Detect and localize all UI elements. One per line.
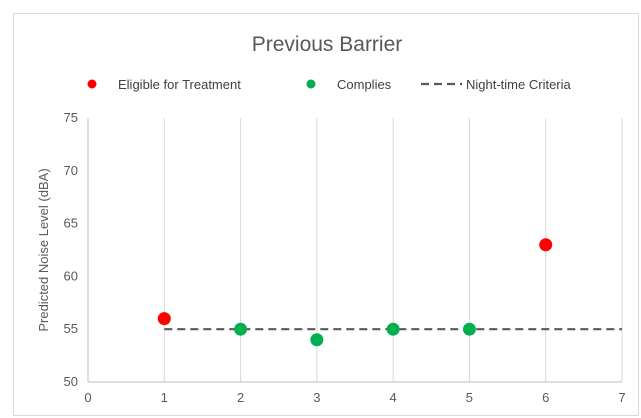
complies-point	[310, 333, 324, 347]
x-tick-label: 3	[313, 390, 320, 405]
legend-label-night-time-criteria: Night-time Criteria	[466, 77, 572, 92]
y-tick-label: 55	[64, 321, 78, 336]
legend: Eligible for Treatment Complies Night-time…	[87, 77, 572, 92]
y-tick-label: 60	[64, 268, 78, 283]
complies-point	[462, 322, 476, 336]
x-tick-label: 1	[161, 390, 168, 405]
legend-marker-eligible-for-treatment	[87, 79, 97, 89]
y-tick-label: 70	[64, 163, 78, 178]
y-axis-title: Predicted Noise Level (dBA)	[36, 168, 51, 331]
x-tick-label: 5	[466, 390, 473, 405]
tick-labels: 50 55 60 65 70 75 0 1 2 3 4 5 6 7	[64, 110, 626, 405]
x-tick-label: 2	[237, 390, 244, 405]
legend-label-eligible-for-treatment: Eligible for Treatment	[118, 77, 241, 92]
x-tick-label: 6	[542, 390, 549, 405]
y-tick-label: 65	[64, 216, 78, 231]
y-tick-label: 50	[64, 374, 78, 389]
legend-marker-complies	[306, 79, 316, 89]
axes	[87, 118, 622, 383]
complies-point	[386, 322, 400, 336]
x-tick-label: 4	[390, 390, 397, 405]
x-tick-label: 7	[618, 390, 625, 405]
data-points	[157, 238, 553, 347]
legend-label-complies: Complies	[337, 77, 392, 92]
chart-frame	[13, 13, 639, 416]
eligible-for-treatment-point	[157, 312, 171, 326]
complies-point	[234, 322, 248, 336]
eligible-for-treatment-point	[539, 238, 553, 252]
chart-title: Previous Barrier	[252, 33, 403, 56]
x-tick-label: 0	[84, 390, 91, 405]
y-tick-label: 75	[64, 110, 78, 125]
grid	[163, 118, 623, 382]
